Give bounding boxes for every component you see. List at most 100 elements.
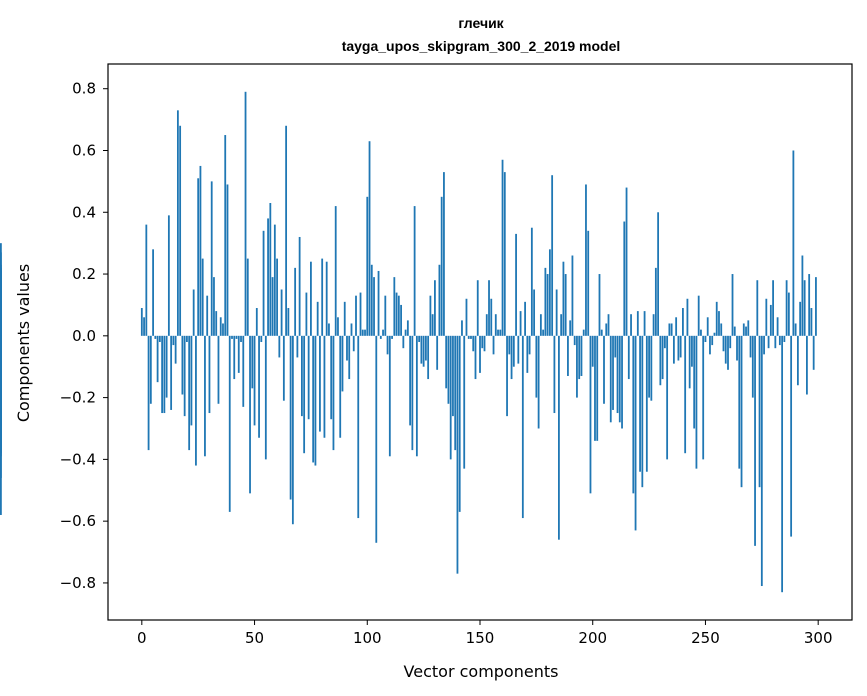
bar	[149, 335, 152, 404]
bar	[235, 335, 238, 339]
bar	[526, 335, 529, 373]
bar	[294, 267, 297, 336]
bar	[197, 178, 200, 336]
bar	[334, 206, 337, 336]
bar	[763, 335, 765, 355]
bar	[492, 335, 495, 355]
bar	[600, 329, 603, 336]
bar	[591, 335, 594, 367]
bar	[648, 335, 650, 398]
bar	[659, 335, 662, 386]
bar	[222, 323, 224, 336]
x-tick-label: 0	[137, 629, 147, 647]
bar	[319, 335, 321, 432]
bar	[210, 181, 213, 336]
bar	[483, 335, 486, 352]
bar	[332, 335, 335, 451]
bar	[255, 308, 258, 336]
y-tick-label: −0.6	[60, 512, 96, 530]
bar	[452, 335, 454, 417]
bar	[476, 280, 479, 336]
bar	[675, 317, 678, 336]
bar	[808, 274, 811, 336]
bar	[548, 249, 551, 336]
bar	[276, 258, 278, 336]
bar	[623, 221, 626, 336]
bar	[729, 335, 732, 349]
y-tick-label: −0.2	[60, 389, 96, 407]
x-axis-label: Vector components	[404, 662, 559, 681]
bar	[663, 335, 666, 349]
bar	[794, 323, 797, 336]
bar	[375, 335, 378, 543]
y-tick-label: 0.4	[72, 203, 96, 221]
bar	[812, 335, 815, 370]
y-tick-label: −0.8	[60, 574, 96, 592]
bar	[242, 335, 245, 407]
bar	[686, 298, 689, 336]
bar	[219, 317, 222, 336]
bar	[790, 335, 793, 537]
bar	[190, 335, 193, 426]
bar	[580, 335, 583, 376]
bar	[688, 335, 691, 389]
bar	[341, 335, 344, 392]
bar	[652, 314, 655, 336]
bar	[393, 277, 396, 336]
bar	[391, 335, 393, 339]
bar	[176, 110, 179, 336]
bar	[700, 329, 702, 336]
bar	[553, 335, 556, 414]
bar	[147, 335, 150, 451]
bar	[634, 335, 637, 531]
bar	[323, 335, 326, 438]
bar	[269, 203, 272, 336]
bar	[172, 335, 175, 346]
bar	[321, 258, 324, 336]
bar	[546, 274, 549, 336]
bar	[609, 335, 612, 423]
x-tick-label: 50	[245, 629, 264, 647]
bar	[140, 308, 143, 336]
bar	[282, 335, 285, 401]
bar	[427, 335, 430, 380]
bar	[751, 335, 754, 398]
bar	[551, 175, 554, 336]
bar	[720, 323, 723, 336]
bar	[251, 335, 254, 389]
bar	[587, 230, 590, 336]
bar	[499, 329, 502, 336]
bar	[727, 335, 729, 370]
bar	[167, 215, 170, 336]
bar	[420, 335, 423, 364]
bar	[754, 335, 756, 546]
bar	[287, 308, 290, 336]
bar	[585, 184, 587, 336]
bar	[384, 295, 387, 336]
bar	[474, 335, 477, 380]
bar	[537, 335, 540, 429]
bar	[377, 270, 380, 336]
bar	[742, 323, 745, 336]
bar	[485, 314, 488, 336]
x-axis-ticks: 0 50 100 150 200 250 300	[137, 620, 833, 647]
bar	[181, 335, 184, 395]
bar	[562, 261, 565, 336]
bar	[328, 323, 330, 336]
x-tick-label: 100	[353, 629, 382, 647]
bar	[264, 335, 267, 460]
bar	[237, 335, 240, 373]
bar	[443, 172, 445, 336]
y-tick-label: 0.2	[72, 265, 96, 283]
bar	[246, 258, 249, 336]
bar	[260, 335, 263, 342]
bar	[192, 289, 195, 336]
x-tick-label: 300	[804, 629, 833, 647]
bar	[747, 320, 750, 336]
bar	[440, 196, 443, 336]
bar	[305, 292, 308, 336]
bar	[170, 335, 173, 410]
bar	[253, 335, 256, 426]
bar	[456, 335, 459, 574]
